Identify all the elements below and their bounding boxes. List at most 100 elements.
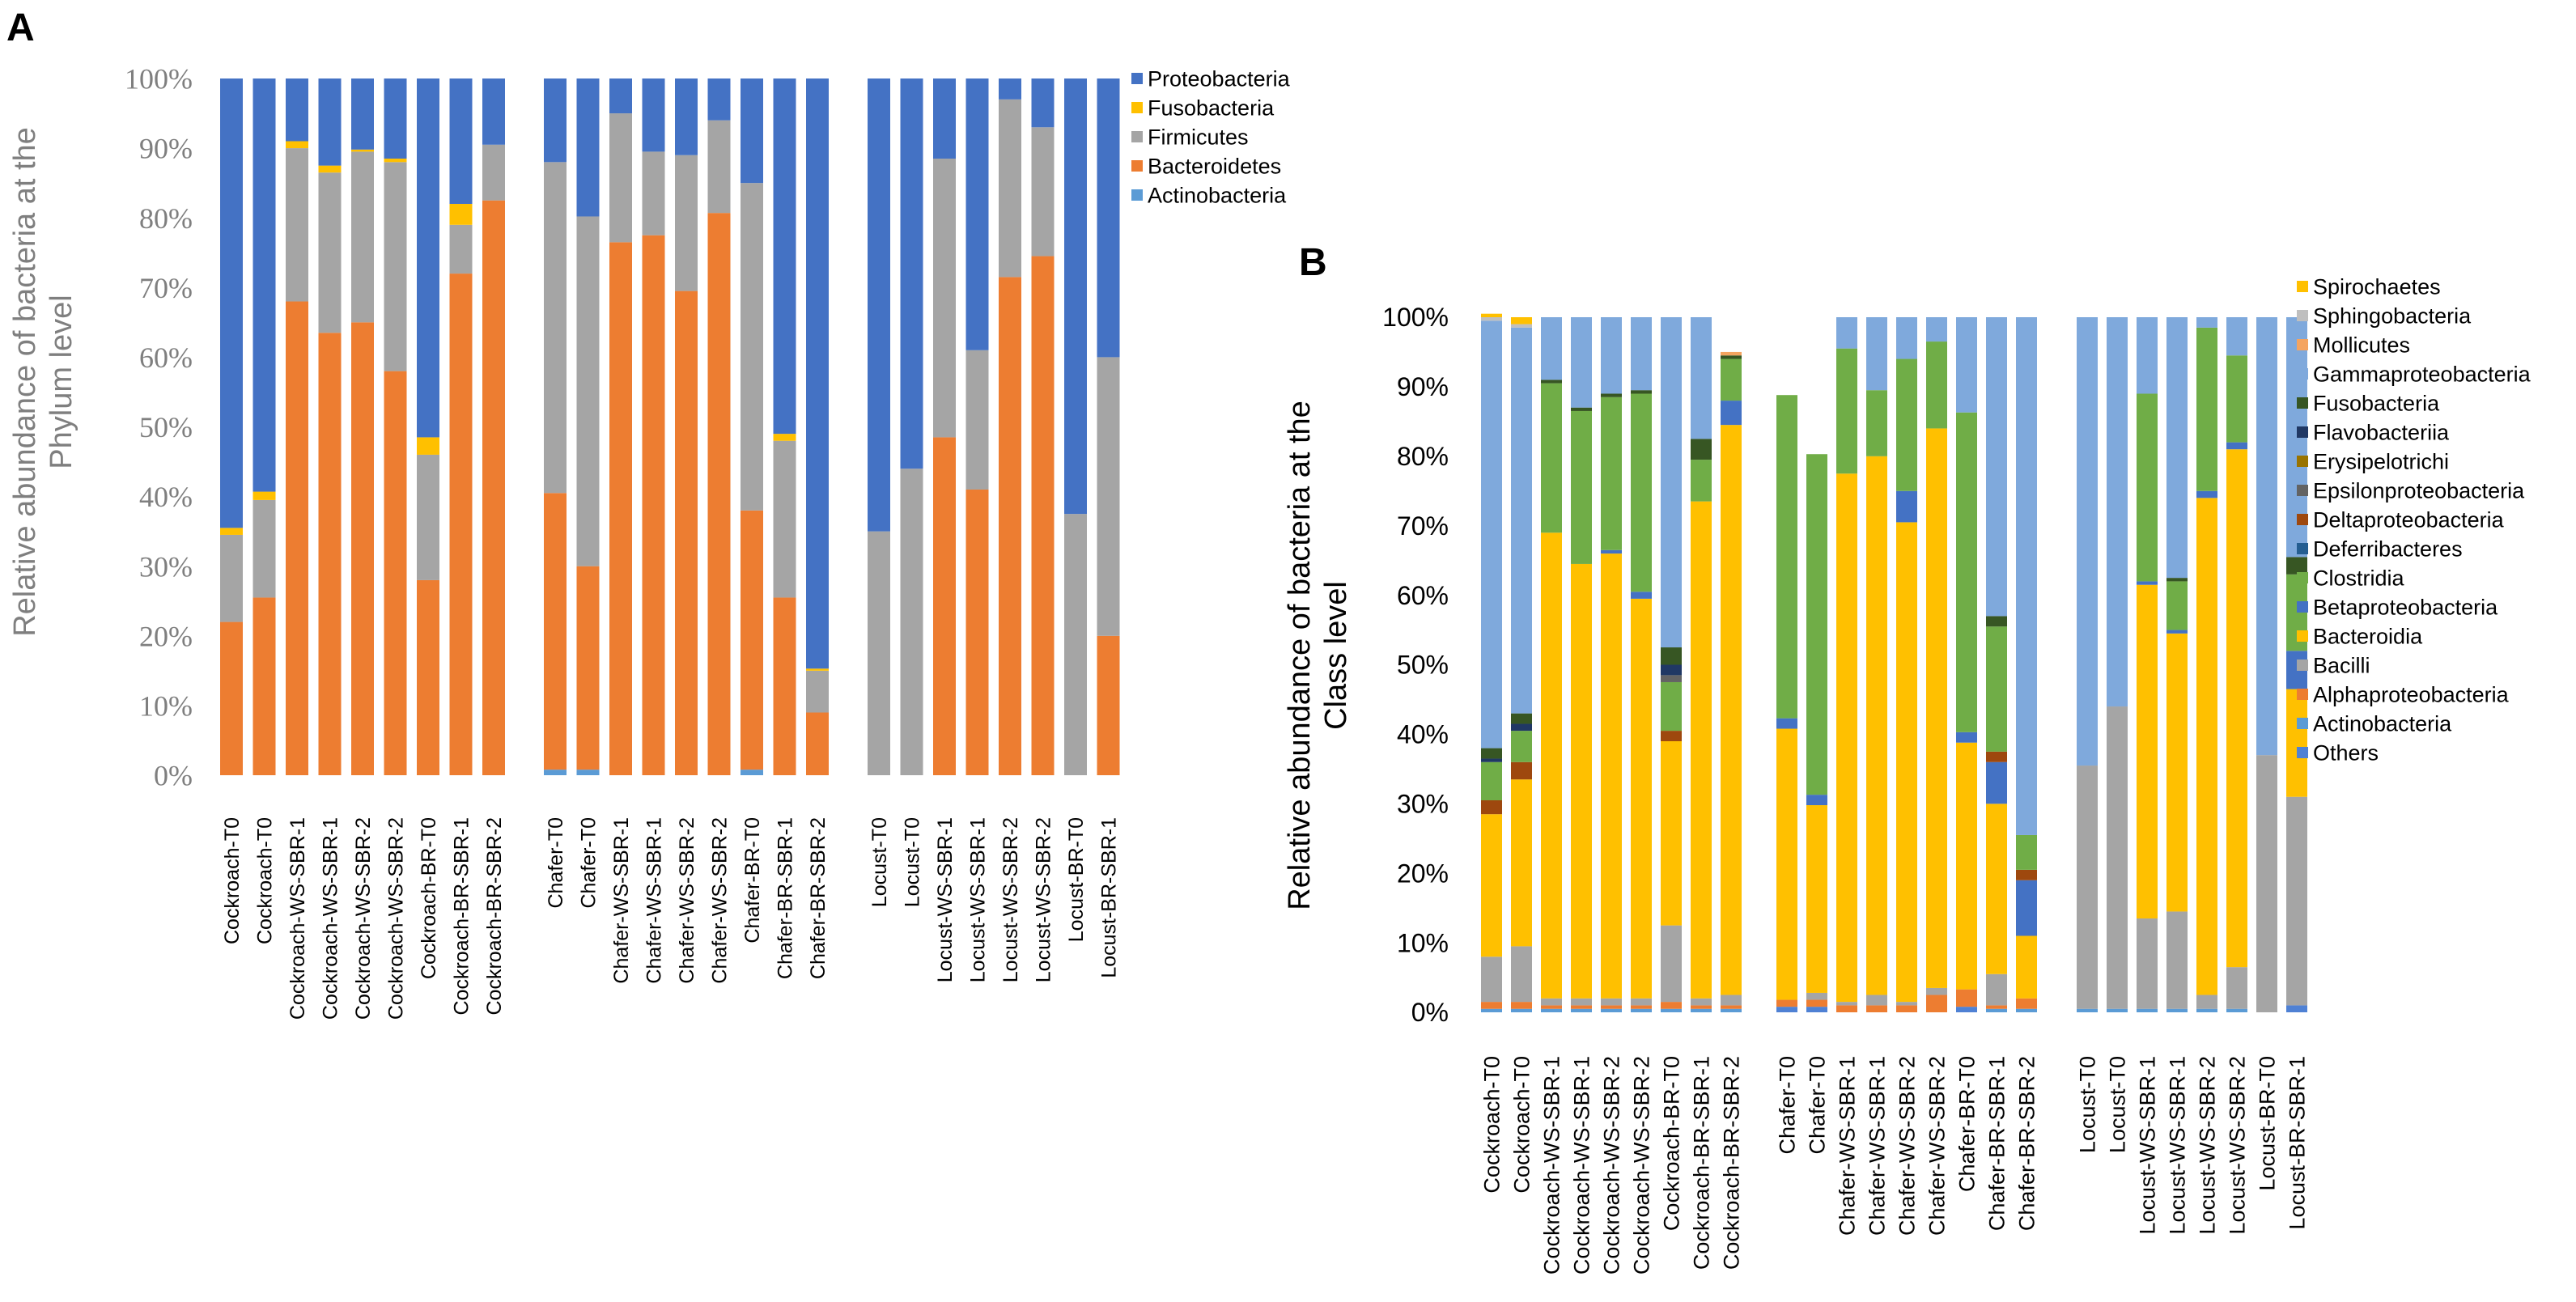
bar-segment bbox=[253, 78, 276, 492]
bar-segment bbox=[1866, 456, 1887, 995]
bar-segment bbox=[2196, 327, 2217, 491]
bar-segment bbox=[1097, 357, 1120, 636]
bar-segment bbox=[1721, 425, 1742, 995]
y-tick-label: 50% bbox=[1397, 651, 1449, 680]
legend-swatch bbox=[2297, 397, 2308, 409]
bar-segment bbox=[1776, 718, 1797, 729]
y-tick-label: 100% bbox=[125, 63, 193, 95]
bar-segment bbox=[2077, 766, 2098, 1009]
bar-segment bbox=[2196, 1008, 2217, 1012]
bar-segment bbox=[449, 274, 473, 776]
bar-segment bbox=[351, 78, 374, 150]
bar-segment bbox=[806, 712, 829, 775]
category-label: Locust-T0 bbox=[2105, 1056, 2129, 1153]
y-tick-label: 0% bbox=[154, 760, 193, 792]
bar-segment bbox=[1571, 563, 1592, 999]
panel-b-ylabel-line1: Relative abundance of bacteria at the bbox=[1283, 401, 1317, 910]
bar-segment bbox=[417, 454, 439, 580]
bar-segment bbox=[1511, 1008, 1532, 1012]
bar-segment bbox=[1601, 1008, 1622, 1012]
category-label: Locust-WS-SBR-1 bbox=[2135, 1056, 2159, 1235]
bar-segment bbox=[1601, 553, 1622, 999]
bar-segment bbox=[741, 183, 763, 511]
legend-entry: Firmicutes bbox=[1148, 125, 1249, 149]
bar-segment bbox=[1571, 998, 1592, 1006]
bar-segment bbox=[1541, 380, 1562, 384]
legend-entry: Bacilli bbox=[2313, 653, 2370, 677]
y-tick-label: 90% bbox=[1397, 372, 1449, 401]
category-label: Locust-WS-SBR-2 bbox=[999, 817, 1022, 982]
y-tick-label: 50% bbox=[139, 411, 193, 443]
bar-segment bbox=[1031, 256, 1055, 775]
bar-segment bbox=[1661, 647, 1682, 665]
legend-swatch bbox=[1131, 73, 1143, 84]
category-label: Cockroach-BR-SBR-1 bbox=[450, 817, 473, 1016]
legend-swatch bbox=[2297, 630, 2308, 642]
bar-segment bbox=[1511, 723, 1532, 732]
bar-segment bbox=[482, 200, 505, 776]
bar-segment bbox=[318, 172, 342, 333]
y-tick-label: 20% bbox=[1397, 859, 1449, 888]
bar-segment bbox=[1986, 804, 2007, 974]
bar-segment bbox=[1956, 742, 1977, 990]
category-label: Chafer-BR-T0 bbox=[741, 817, 764, 944]
bar-segment bbox=[1986, 616, 2007, 627]
bar-segment bbox=[351, 151, 374, 323]
bar-segment bbox=[2107, 706, 2128, 1009]
bar-segment bbox=[1836, 348, 1857, 474]
bar-segment bbox=[2226, 967, 2247, 1009]
bar-segment bbox=[2286, 1005, 2307, 1012]
bar-segment bbox=[1806, 795, 1827, 806]
bar-segment bbox=[351, 149, 374, 152]
bar-segment bbox=[2077, 317, 2098, 766]
bar-segment bbox=[1481, 956, 1502, 1003]
bar-segment bbox=[1866, 317, 1887, 391]
bar-segment bbox=[2226, 442, 2247, 450]
y-tick-label: 20% bbox=[139, 620, 193, 652]
bar-segment bbox=[1601, 317, 1622, 394]
legend-swatch bbox=[2297, 426, 2308, 438]
category-label: Cockroach-T0 bbox=[1509, 1056, 1534, 1194]
bar-segment bbox=[1541, 532, 1562, 999]
bar-segment bbox=[741, 510, 763, 770]
bar-segment bbox=[741, 770, 763, 775]
bar-segment bbox=[609, 242, 632, 776]
legend-swatch bbox=[2297, 456, 2308, 467]
bar-segment bbox=[417, 437, 439, 455]
bar-segment bbox=[544, 770, 567, 775]
bar-segment bbox=[384, 371, 407, 775]
category-label: Cockroach-WS-SBR-2 bbox=[352, 817, 375, 1020]
category-label: Cockroach-WS-SBR-2 bbox=[384, 817, 407, 1020]
bar-segment bbox=[286, 148, 308, 302]
bar-segment bbox=[965, 78, 989, 350]
legend-entry: Spirochaetes bbox=[2313, 274, 2441, 299]
category-label: Chafer-T0 bbox=[577, 817, 600, 909]
bar-segment bbox=[2077, 1008, 2098, 1012]
bar-segment bbox=[2016, 317, 2037, 835]
panel-a-label: A bbox=[6, 6, 35, 49]
bar-segment bbox=[2256, 317, 2277, 756]
bar-segment bbox=[2107, 1008, 2128, 1012]
bar-segment bbox=[2137, 584, 2158, 919]
category-label: Locust-WS-SBR-2 bbox=[2195, 1056, 2219, 1235]
y-tick-label: 60% bbox=[1397, 581, 1449, 610]
category-label: Locust-BR-T0 bbox=[1065, 817, 1088, 942]
category-label: Chafer-WS-SBR-1 bbox=[1835, 1056, 1859, 1236]
bar-segment bbox=[1631, 1005, 1652, 1009]
y-tick-label: 100% bbox=[1382, 303, 1449, 332]
bar-segment bbox=[1806, 992, 1827, 1000]
bar-segment bbox=[2286, 796, 2307, 1006]
y-tick-label: 80% bbox=[1397, 442, 1449, 471]
bar-segment bbox=[1721, 995, 1742, 1006]
bar-segment bbox=[773, 78, 796, 435]
category-label: Cockroach-T0 bbox=[253, 817, 276, 944]
bar-segment bbox=[449, 203, 473, 225]
bar-segment bbox=[1806, 454, 1827, 795]
bar-segment bbox=[1896, 1002, 1917, 1006]
bar-segment bbox=[2166, 578, 2188, 582]
bar-segment bbox=[1721, 1005, 1742, 1009]
bar-segment bbox=[1511, 779, 1532, 947]
bar-segment bbox=[1601, 1005, 1622, 1009]
bar-segment bbox=[1866, 1005, 1887, 1012]
bar-segment bbox=[2137, 1008, 2158, 1012]
